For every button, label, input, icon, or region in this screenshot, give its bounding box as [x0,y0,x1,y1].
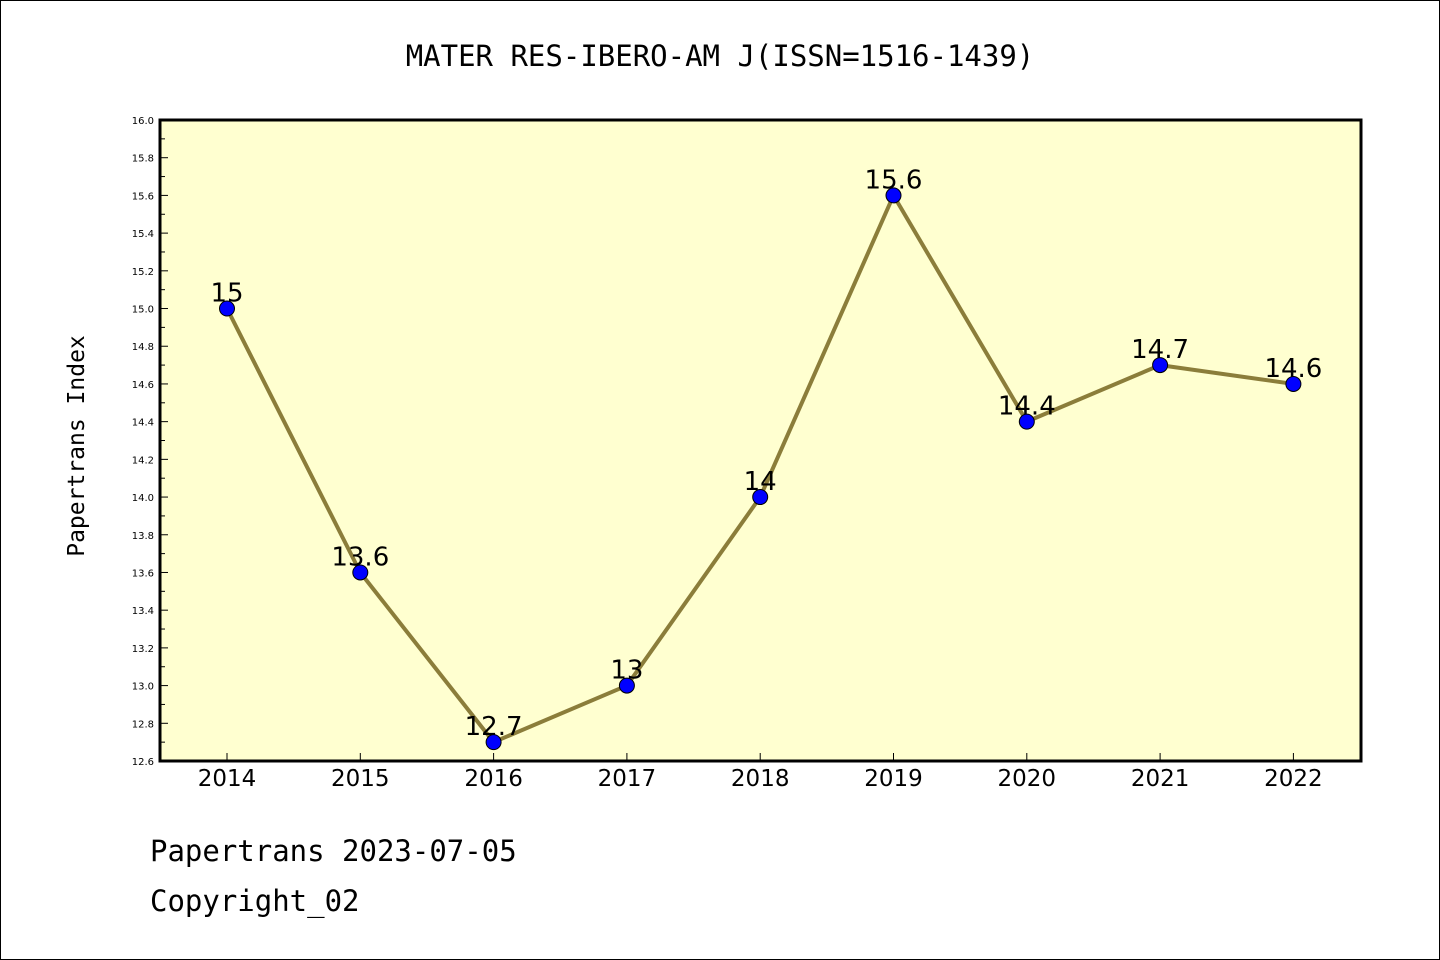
x-tick-label: 2018 [731,766,790,792]
footer-source: Papertrans 2023-07-05 [150,834,517,868]
y-axis: 12.6 12.8 13.0 13.2 13.4 13.6 13.8 14.0 14.2 14.4… [132,116,168,768]
y-tick-label: 16.0 [132,116,154,127]
y-tick-label: 14.4 [132,418,154,429]
data-label: 14.6 [1264,354,1322,384]
y-tick-label: 12.6 [132,757,154,768]
y-tick-label: 12.8 [132,719,154,730]
y-tick-label: 13.6 [132,568,154,579]
y-tick-label: 13.0 [132,682,154,693]
data-label: 14.7 [1131,335,1189,365]
data-label: 15.6 [865,165,923,195]
x-tick-label: 2019 [864,766,923,792]
data-point [618,677,635,694]
y-tick-label: 15.6 [132,191,154,202]
data-point [485,734,502,751]
y-tick-label: 14.0 [132,493,154,504]
data-point [885,187,902,204]
plot-area [158,118,1363,763]
y-tick-label: 14.6 [132,380,154,391]
x-tick-label: 2022 [1264,766,1323,792]
x-tick-label: 2014 [198,766,257,792]
chart-title: MATER RES-IBERO-AM J(ISSN=1516-1439) [406,39,1035,73]
y-tick-label: 13.2 [132,644,154,655]
x-tick-label: 2021 [1131,766,1190,792]
data-point [1152,357,1169,374]
series-papertrans-index: 15 13.6 12.7 13 14 15.6 14.4 14.7 14.6 [210,165,1322,751]
y-tick-label: 15.0 [132,305,154,316]
y-tick-label: 13.8 [132,531,154,542]
data-point [752,489,769,506]
y-tick-label: 13.4 [132,606,154,617]
y-tick-label: 15.2 [132,267,154,278]
x-tick-label: 2020 [998,766,1057,792]
data-label: 14.4 [998,392,1056,422]
x-axis: 2014 2015 2016 2017 2018 2019 2020 2021 2022 [198,753,1323,792]
y-axis-label: Papertrans Index [64,335,90,557]
y-tick-label: 15.8 [132,154,154,165]
y-tick-label: 14.2 [132,455,154,466]
x-tick-label: 2016 [464,766,523,792]
data-point [1285,375,1302,392]
data-label: 15 [210,279,243,309]
x-tick-label: 2015 [331,766,390,792]
data-point [219,300,235,317]
x-tick-label: 2017 [598,766,657,792]
data-label: 13 [610,656,643,686]
data-point [352,564,369,581]
footer-copyright: Copyright_02 [150,884,360,918]
data-label: 14 [744,467,777,497]
data-label: 13.6 [331,542,389,572]
y-tick-label: 14.8 [132,342,154,353]
data-point [1018,413,1035,430]
y-tick-label: 15.4 [132,229,154,240]
data-label: 12.7 [465,712,523,742]
